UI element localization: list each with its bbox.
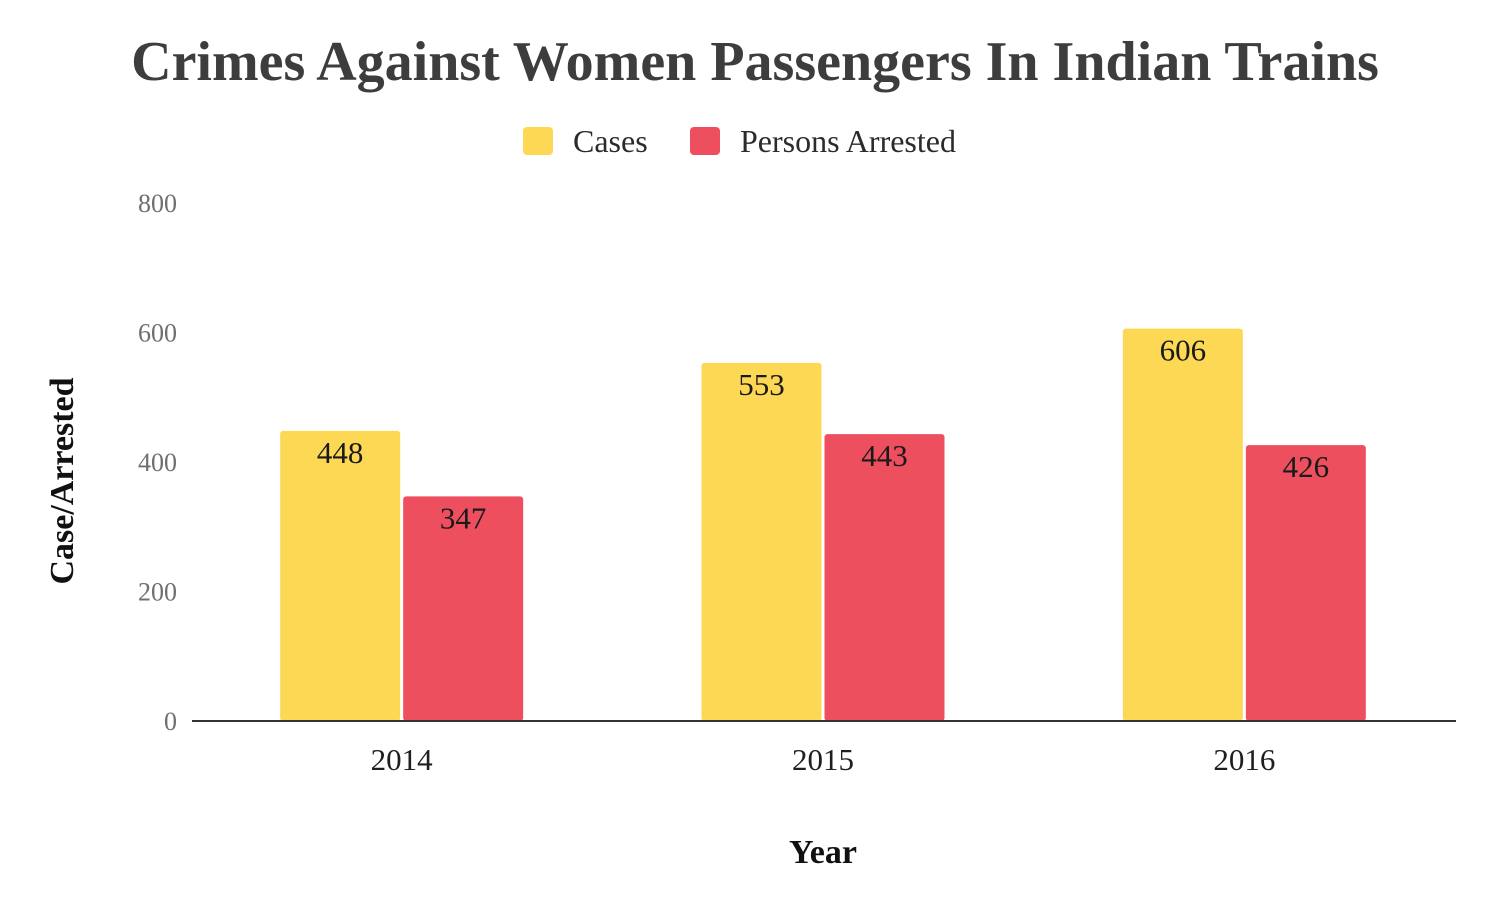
data-label: 553 — [738, 367, 785, 402]
legend-label-1: Persons Arrested — [740, 123, 956, 159]
x-axis-ticks: 2014 2015 2016 — [371, 742, 1276, 777]
y-tick-label: 800 — [138, 189, 177, 218]
data-label: 347 — [440, 500, 487, 535]
y-tick-label: 600 — [138, 319, 177, 348]
legend-label-0: Cases — [573, 123, 648, 159]
data-labels: 448 347 553 443 606 426 — [317, 333, 1329, 536]
data-label: 606 — [1160, 333, 1207, 368]
y-axis-ticks: 0 200 400 600 800 — [138, 189, 177, 736]
y-tick-label: 0 — [164, 707, 177, 736]
data-label: 443 — [861, 438, 908, 473]
y-tick-label: 200 — [138, 578, 177, 607]
bars — [280, 328, 1366, 721]
data-label: 448 — [317, 435, 364, 470]
data-label: 426 — [1283, 449, 1330, 484]
bar-persons-arrested-2015 — [824, 434, 945, 721]
bar-cases-2015 — [701, 362, 822, 721]
y-tick-label: 400 — [138, 448, 177, 477]
legend-swatch-0 — [523, 127, 553, 155]
x-tick-label: 2015 — [792, 742, 854, 777]
x-tick-label: 2016 — [1213, 742, 1275, 777]
x-axis-label: Year — [789, 834, 857, 871]
x-tick-label: 2014 — [371, 742, 434, 777]
legend: Cases Persons Arrested — [523, 123, 956, 159]
chart-title: Crimes Against Women Passengers In India… — [131, 31, 1379, 93]
bar-cases-2014 — [280, 430, 401, 721]
legend-swatch-1 — [690, 127, 720, 155]
bar-persons-arrested-2014 — [403, 496, 524, 721]
bar-cases-2016 — [1122, 328, 1243, 721]
bar-persons-arrested-2016 — [1245, 445, 1366, 721]
y-axis-label: Case/Arrested — [44, 377, 81, 584]
